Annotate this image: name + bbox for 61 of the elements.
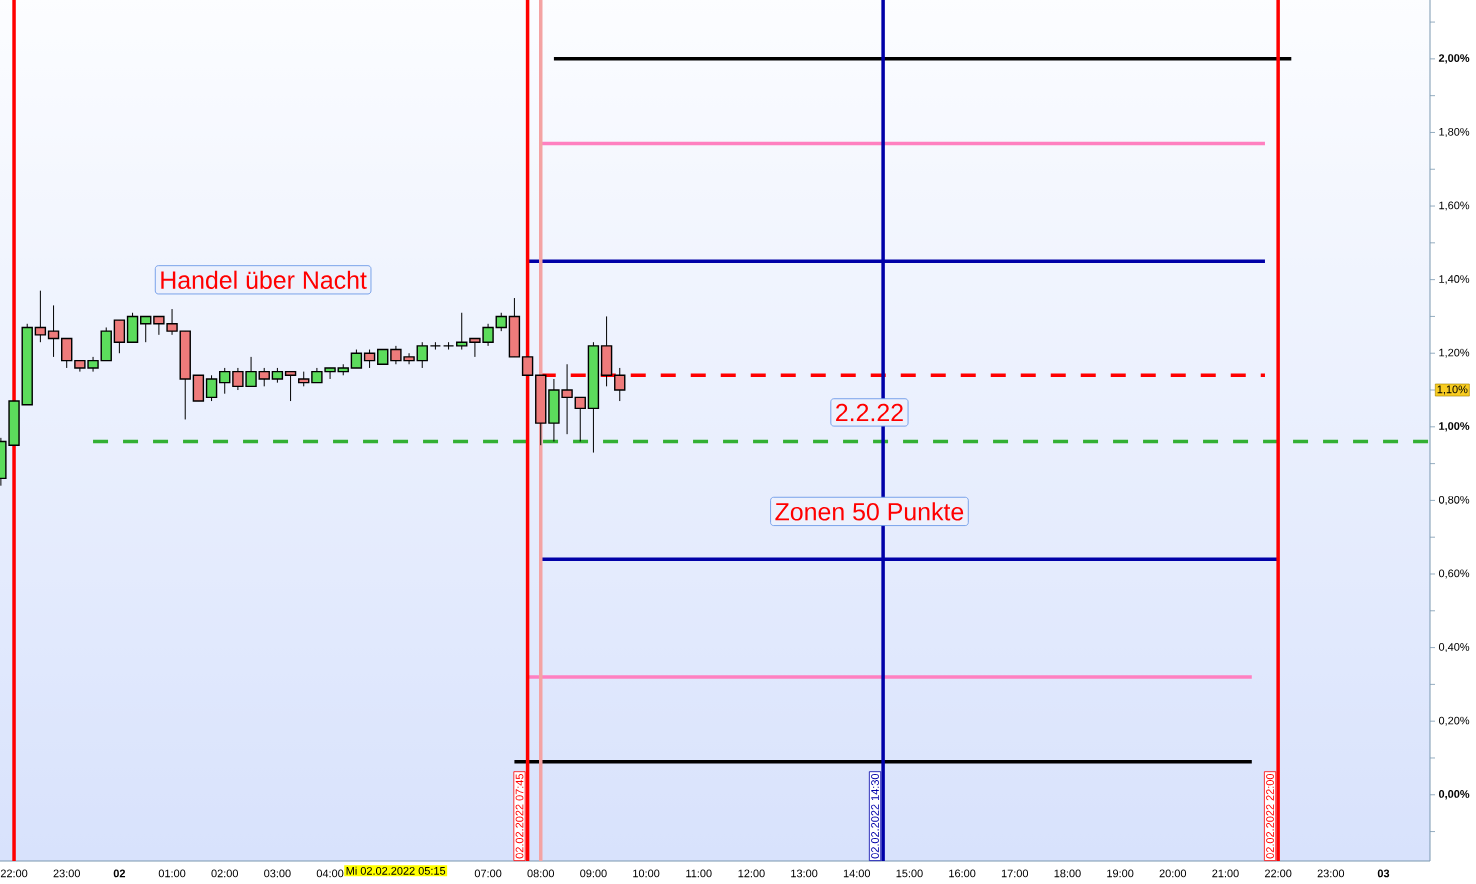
annotation: Zonen 50 Punkte — [775, 502, 964, 521]
ref-line-label: 02.02.2022 22:00 — [1266, 773, 1274, 859]
candlestick — [350, 349, 363, 369]
y-tick-label: 0,00% — [1438, 790, 1470, 800]
x-tick-label: 15:00 — [896, 869, 923, 878]
x-tick-label: 12:00 — [738, 869, 765, 878]
x-tick-label: 14:00 — [843, 869, 871, 878]
candlestick — [363, 349, 376, 369]
y-tick-label: 1,20% — [1439, 348, 1470, 358]
x-tick-label: 17:00 — [1001, 869, 1029, 878]
candlestick — [521, 356, 534, 376]
candlestick — [258, 367, 270, 387]
candlestick — [456, 312, 468, 351]
text: 1,10% — [1437, 385, 1468, 395]
candlestick — [205, 374, 218, 402]
candlestick — [34, 290, 47, 343]
x-tick-label: 02:00 — [211, 869, 238, 878]
y-tick-label: 0,80% — [1438, 495, 1470, 505]
y-tick-label: 1,40% — [1439, 275, 1470, 285]
x-tick-label: 23:00 — [1317, 869, 1345, 878]
x-tick-label: 20:00 — [1159, 869, 1187, 878]
candlestick — [284, 370, 297, 402]
x-tick-label: 13:00 — [791, 869, 818, 878]
candlestick — [61, 337, 73, 369]
annotation: Handel über Nacht — [161, 270, 367, 289]
y-tick-label: 2,00% — [1438, 54, 1470, 64]
candlestick — [113, 319, 126, 354]
x-tick-label: 21:00 — [1212, 869, 1239, 878]
x-tick-label: 18:00 — [1054, 869, 1081, 878]
x-tick-label: 22:00 — [1264, 869, 1292, 878]
x-tick-label: 02 — [113, 869, 126, 878]
candlestick — [495, 312, 507, 332]
y-tick-label: 1,60% — [1439, 201, 1470, 211]
candlestick — [140, 315, 152, 343]
x-tick-label: 19:00 — [1107, 869, 1134, 878]
x-tick-label: 01:00 — [158, 869, 186, 878]
y-tick-label: 1,00% — [1439, 422, 1470, 432]
y-tick-label: 1,80% — [1439, 127, 1470, 137]
x-tick-label: 03:00 — [264, 869, 291, 878]
candlestick — [416, 341, 428, 369]
x-tick-label: 10:00 — [633, 869, 660, 878]
x-tick-label: 04:00 — [316, 869, 344, 878]
candlestick — [47, 304, 60, 358]
x-tick-label: 22:00 — [0, 869, 28, 878]
candlestick — [614, 367, 626, 402]
x-tick-label: 03 — [1377, 869, 1390, 878]
annotation: 2.2.22 — [836, 403, 903, 422]
text: Mi 02.02.2022 05:15 — [346, 866, 446, 875]
y-tick-label: 0,20% — [1438, 716, 1470, 726]
y-tick-label: 0,60% — [1438, 569, 1470, 579]
x-tick-label: 09:00 — [580, 869, 607, 878]
ref-line-label: 02.02.2022 07:45 — [515, 773, 524, 859]
ref-line-label: 02.02.2022 14:30 — [871, 773, 879, 859]
x-tick-label: 07:00 — [474, 869, 502, 878]
y-tick-label: 0,40% — [1438, 643, 1470, 653]
x-tick-label: 08:00 — [527, 869, 555, 878]
x-tick-label: 11:00 — [686, 869, 712, 878]
x-tick-label: 23:00 — [53, 869, 80, 878]
candlestick — [574, 396, 586, 443]
candlestick — [219, 367, 231, 395]
x-tick-label: 16:00 — [949, 869, 976, 878]
